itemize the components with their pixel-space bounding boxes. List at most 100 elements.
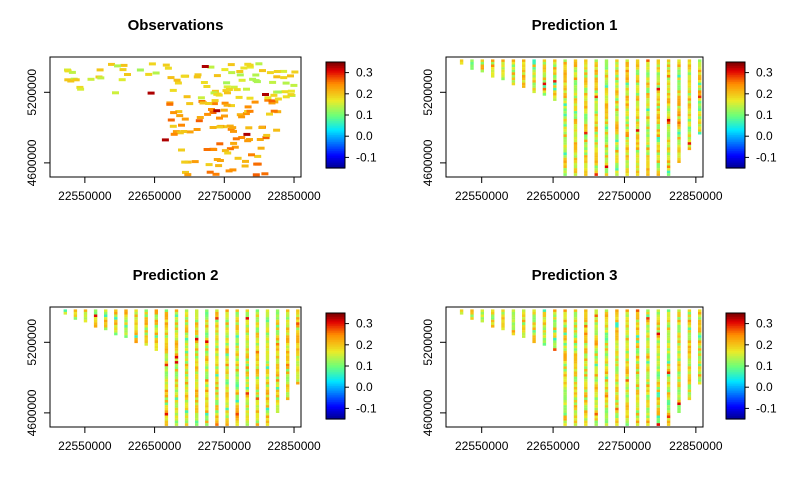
heatmap-cell [275,358,280,362]
heatmap-cell [296,379,300,382]
heatmap-cell [124,327,128,331]
heatmap-cell [563,160,567,163]
heatmap-cell [274,90,282,94]
heatmap-cell [265,402,270,406]
legend-swatch [726,353,745,356]
heatmap-cell [522,324,526,328]
heatmap-cell [215,389,219,393]
legend-swatch [726,408,745,411]
heatmap-cell [666,379,671,382]
heatmap-cell [235,389,239,393]
heatmap-cell [646,407,650,411]
heatmap-cell [215,332,219,336]
heatmap-cell [594,95,598,99]
heatmap-cell [646,67,650,70]
heatmap-cell [491,69,495,73]
heatmap-cell [254,162,262,166]
heatmap-cell [615,327,619,331]
heatmap-cell [573,147,578,151]
heatmap-cell [83,314,88,318]
heatmap-cell [698,64,702,68]
legend-swatch [326,115,345,118]
heatmap-cell [245,402,249,406]
heatmap-cell [225,330,229,333]
heatmap-cell [677,61,681,65]
heatmap-cell [225,387,229,390]
heatmap-cell [594,355,598,359]
heatmap-cell [205,418,209,421]
heatmap-cell [666,126,671,130]
heatmap-cell [646,113,650,117]
heatmap-cell [604,324,609,328]
heatmap-cell [532,335,536,338]
legend-swatch [726,164,745,167]
heatmap-cell [615,157,619,161]
heatmap-cell [134,322,138,325]
heatmap-cell [666,113,671,117]
heatmap-cell [154,332,158,336]
heatmap-cell [615,423,619,426]
heatmap-cell [656,170,660,174]
legend-swatch [726,155,745,158]
heatmap-cell [584,126,588,130]
heatmap-cell [164,309,169,313]
heatmap-cell [144,330,148,333]
heatmap-cell [687,111,692,114]
heatmap-cell [687,144,692,148]
heatmap-cell [687,100,692,104]
heatmap-cell [594,399,598,403]
heatmap-cell [677,111,681,114]
heatmap-cell [666,82,671,86]
heatmap-cell [698,111,702,114]
heatmap-cell [181,160,189,164]
heatmap-cell [225,423,229,426]
heatmap-cell [666,111,671,114]
legend-swatch [726,401,745,404]
heatmap-cell [625,412,629,416]
heatmap-cell [563,74,567,78]
heatmap-cell [635,335,640,338]
heatmap-cell [68,70,76,74]
heatmap-cell [83,319,88,323]
legend-swatch [326,320,345,323]
heatmap-cell [584,381,588,385]
heatmap-cell [635,170,640,174]
heatmap-cell [687,90,692,94]
legend-tick-label: 0.2 [356,338,373,352]
heatmap-cell [225,381,229,385]
heatmap-cell [221,101,229,105]
heatmap-cell [698,90,702,94]
legend-swatch [726,143,745,146]
heatmap-cell [553,319,557,323]
heatmap-cell [604,394,609,398]
heatmap-cell [93,311,98,315]
heatmap-cell [656,420,660,424]
heatmap-cell [625,67,629,70]
heatmap-cell [296,322,300,325]
heatmap-cell [164,410,169,413]
heatmap-cell [563,415,567,419]
heatmap-cell [604,345,609,349]
heatmap-cell [594,363,598,367]
heatmap-cell [625,363,629,367]
heatmap-cell [584,374,588,377]
heatmap-cell [553,332,557,336]
heatmap-cell [275,335,280,338]
heatmap-cell [262,135,270,139]
heatmap-cell [677,340,681,344]
heatmap-cell [275,405,280,408]
legend-swatch [326,146,345,150]
heatmap-cell [666,118,671,122]
heatmap-cell [563,93,567,96]
heatmap-cell [225,361,229,364]
heatmap-cell [604,85,609,88]
heatmap-cell [604,311,609,315]
heatmap-cell [134,314,138,318]
heatmap-cell [174,397,179,401]
heatmap-cell [656,103,660,107]
heatmap-cell [687,80,692,83]
heatmap-cell [687,142,692,145]
heatmap-cell [666,389,671,393]
heatmap-cell [235,330,239,333]
heatmap-cell [255,309,260,313]
